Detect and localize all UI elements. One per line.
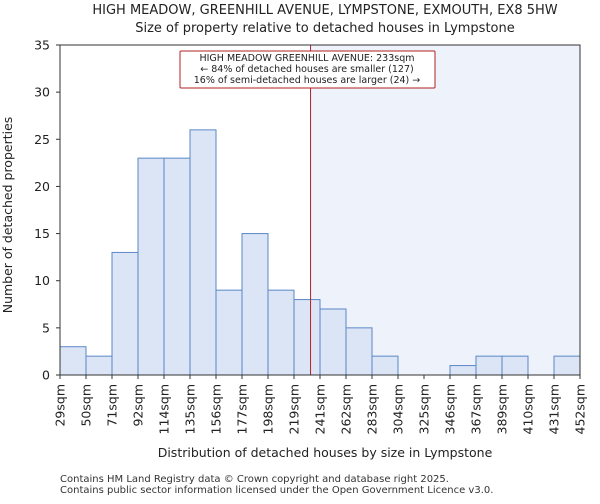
x-tick-label-177sqm: 177sqm	[235, 384, 250, 434]
bar-50sqm	[85, 355, 113, 376]
bar-198sqm	[267, 289, 295, 376]
bar-135sqm	[189, 129, 217, 376]
x-axis-label: Distribution of detached houses by size …	[158, 445, 493, 460]
x-tick-label-219sqm: 219sqm	[287, 384, 302, 434]
bars	[59, 129, 581, 376]
y-tick-label-10: 10	[34, 273, 50, 288]
bar-431sqm	[553, 355, 581, 376]
x-tick-label-135sqm: 135sqm	[183, 384, 198, 434]
annotation-line-2: ← 84% of detached houses are smaller (12…	[200, 64, 413, 75]
x-tick-label-389sqm: 389sqm	[495, 384, 510, 434]
bar-71sqm	[111, 251, 139, 376]
chart-subtitle: Size of property relative to detached ho…	[135, 21, 515, 36]
y-tick-label-5: 5	[42, 320, 50, 335]
bar-367sqm	[475, 355, 503, 376]
x-tick-label-241sqm: 241sqm	[313, 384, 328, 434]
x-tick-label-325sqm: 325sqm	[417, 384, 432, 434]
y-tick-label-0: 0	[42, 368, 50, 383]
annotation-frame	[179, 50, 436, 89]
y-axis: 0 5 10 15 20 25 30 35	[34, 38, 60, 383]
chart-title: HIGH MEADOW, GREENHILL AVENUE, LYMPSTONE…	[92, 3, 557, 18]
x-tick-label-71sqm: 71sqm	[105, 384, 120, 427]
larger-region-shade	[310, 45, 580, 375]
x-tick-label-262sqm: 262sqm	[339, 384, 354, 434]
bar-283sqm	[371, 355, 399, 376]
x-tick-label-283sqm: 283sqm	[365, 384, 380, 434]
x-tick-label-198sqm: 198sqm	[261, 384, 276, 434]
x-tick-label-50sqm: 50sqm	[79, 384, 94, 427]
x-tick-label-346sqm: 346sqm	[443, 384, 458, 434]
footer-line-1: Contains HM Land Registry data © Crown c…	[60, 474, 449, 485]
bar-389sqm	[501, 355, 529, 376]
bar-29sqm	[59, 346, 87, 376]
y-tick-label-15: 15	[34, 226, 50, 241]
x-tick-label-410sqm: 410sqm	[521, 384, 536, 434]
x-tick-label-29sqm: 29sqm	[53, 384, 68, 427]
y-tick-label-30: 30	[34, 85, 50, 100]
y-tick-label-25: 25	[34, 132, 50, 147]
x-tick-label-92sqm: 92sqm	[131, 384, 146, 427]
footer-line-2: Contains public sector information licen…	[60, 485, 494, 496]
bar-262sqm	[345, 327, 373, 376]
x-tick-label-452sqm: 452sqm	[573, 384, 588, 434]
x-tick-label-431sqm: 431sqm	[547, 384, 562, 434]
annotation-line-1: HIGH MEADOW GREENHILL AVENUE: 233sqm	[199, 53, 414, 64]
bar-114sqm	[163, 157, 191, 376]
bar-241sqm	[319, 308, 347, 376]
y-tick-label-35: 35	[34, 38, 50, 53]
bar-219sqm	[293, 299, 321, 376]
x-tick-label-304sqm: 304sqm	[391, 384, 406, 434]
bar-346sqm	[449, 365, 477, 376]
x-axis: 29sqm 50sqm 71sqm 92sqm 114sqm 135sqm 156sqm 17…	[53, 375, 588, 434]
x-tick-label-156sqm: 156sqm	[209, 384, 224, 434]
y-axis-label: Number of detached properties	[0, 117, 15, 314]
bar-92sqm	[137, 157, 165, 376]
y-tick-label-20: 20	[34, 179, 50, 194]
bar-156sqm	[215, 289, 243, 376]
x-tick-label-114sqm: 114sqm	[157, 384, 172, 434]
annotation-line-3: 16% of semi-detached houses are larger (…	[194, 75, 421, 86]
x-tick-label-367sqm: 367sqm	[469, 384, 484, 434]
bar-177sqm	[241, 233, 269, 376]
annotation-box: HIGH MEADOW GREENHILL AVENUE: 233sqm ← 8…	[179, 50, 436, 89]
